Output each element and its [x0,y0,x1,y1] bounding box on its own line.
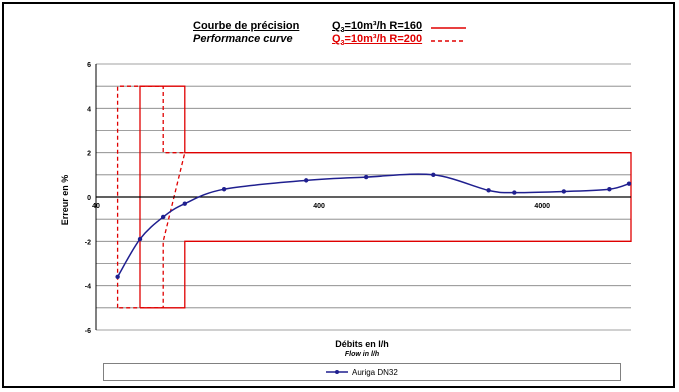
y-tick-label: -6 [85,328,91,335]
y-tick-label: 0 [87,195,91,202]
y-tick-label: 2 [87,151,91,158]
x-tick-label: 40 [92,203,100,210]
series-point [137,236,143,242]
x-axis-subtitle: Flow in l/h [345,351,379,358]
chart-title-fr: Courbe de précision [193,20,300,32]
envelope-r160 [139,85,632,309]
series-point [607,187,612,192]
series-point [626,181,632,186]
y-axis-title: Erreur en % [60,175,70,226]
chart-frame: Courbe de précision Performance curve Q3… [2,2,675,388]
x-tick-label: 4000 [534,203,550,210]
legend-series-marker [335,370,339,374]
legend-r160-label: Q3=10m³/h R=160 [332,20,423,35]
series-point [115,274,120,279]
series-line-auriga-dn32 [116,173,630,278]
legend-series-label: Auriga DN32 [352,368,398,377]
series-legend: Auriga DN32 [103,363,621,381]
legend-r200-label: Q3=10m³/h R=200 [332,33,423,48]
series-point [486,188,491,193]
plot-area: 6 4 2 0 -2 -4 -6 40 400 4000 Erreur en % Débits e… [60,27,632,358]
envelope-r200 [116,85,186,309]
series-point [363,174,369,180]
y-tick-label: -4 [85,284,91,291]
series-point [160,214,166,220]
y-tick-label: 6 [87,62,91,69]
series-point [512,190,517,195]
series-point [431,172,436,178]
chart-title-en: Performance curve [193,33,293,45]
y-tick-label: -2 [85,239,91,246]
series-point [303,178,309,183]
series-point [561,189,567,194]
series-point [221,187,227,192]
y-tick-label: 4 [87,106,91,113]
x-axis-title: Débits en l/h [335,339,389,349]
x-tick-label: 400 [313,203,325,210]
series-point [182,201,187,206]
